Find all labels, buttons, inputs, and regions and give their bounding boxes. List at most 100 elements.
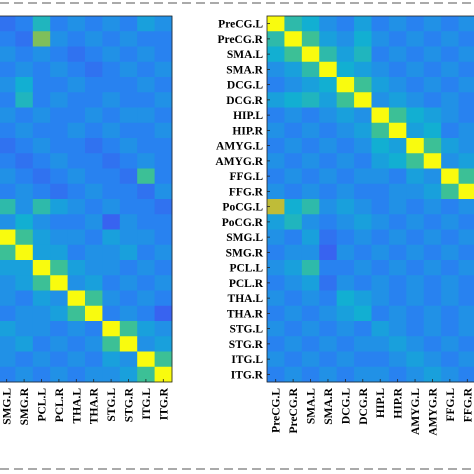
heatmap-cell: [423, 92, 442, 108]
heatmap-cell: [458, 321, 474, 337]
heatmap-cell: [354, 336, 372, 352]
heatmap-cell: [354, 31, 372, 47]
left-heatmap: SMG.L SMG.R PCL.L PCL.R THA.L THA.R STG.L STG.R…: [0, 15, 173, 425]
heatmap-cell: [85, 275, 103, 291]
heatmap-cell: [119, 16, 138, 32]
heatmap-cell: [423, 31, 442, 47]
heatmap-cell: [102, 31, 121, 47]
heatmap-cell: [336, 138, 355, 154]
heatmap-cell: [284, 153, 303, 169]
heatmap-cell: [319, 305, 338, 322]
row-label: HIP.L: [233, 110, 263, 122]
heatmap-cell: [267, 16, 285, 32]
heatmap-cell: [301, 214, 320, 230]
heatmap-cell: [301, 46, 320, 63]
row-label: THA.L: [228, 293, 264, 305]
heatmap-cell: [319, 138, 338, 154]
heatmap-cell: [458, 61, 474, 78]
heatmap-cell: [371, 16, 390, 32]
heatmap-cell: [388, 183, 407, 200]
heatmap-cell: [119, 92, 138, 108]
heatmap-cell: [301, 305, 320, 322]
heatmap-cell: [336, 183, 355, 200]
col-label: ITG.R: [158, 387, 170, 420]
heatmap-cell: [388, 336, 407, 352]
row-label: STG.R: [229, 339, 264, 351]
heatmap-cell: [67, 275, 86, 291]
heatmap-cell: [119, 122, 138, 139]
heatmap-cell: [102, 61, 121, 78]
heatmap-cell: [441, 138, 459, 154]
heatmap-cell: [319, 92, 338, 108]
heatmap-cell: [284, 290, 303, 307]
col-label: FFG.L: [445, 388, 457, 422]
heatmap-cell: [371, 275, 390, 291]
heatmap-cell: [336, 214, 355, 230]
heatmap-cell: [119, 107, 138, 124]
col-label: HIP.L: [375, 388, 387, 418]
heatmap-cell: [102, 46, 121, 63]
heatmap-cell: [423, 366, 442, 383]
heatmap-cell: [441, 229, 459, 246]
heatmap-cell: [336, 77, 355, 93]
heatmap-cell: [423, 336, 442, 352]
heatmap-cell: [154, 77, 173, 93]
heatmap-cell: [137, 244, 155, 261]
heatmap-cell: [301, 336, 320, 352]
heatmap-cell: [284, 138, 303, 154]
heatmap-cell: [354, 153, 372, 169]
heatmap-cell: [423, 153, 442, 169]
heatmap-cell: [441, 168, 459, 185]
heatmap-cell: [388, 199, 407, 215]
heatmap-cell: [50, 46, 68, 63]
heatmap-cell: [0, 275, 16, 291]
heatmap-cell: [50, 366, 68, 383]
heatmap-cell: [354, 351, 372, 368]
heatmap-cell: [67, 153, 86, 169]
heatmap-cell: [319, 366, 338, 383]
heatmap-cell: [388, 260, 407, 276]
heatmap-cell: [406, 214, 425, 230]
heatmap-cell: [32, 61, 51, 78]
heatmap-cell: [102, 366, 121, 383]
heatmap-cell: [119, 199, 138, 215]
heatmap-cell: [154, 92, 173, 108]
heatmap-cell: [267, 244, 285, 261]
heatmap-cell: [32, 260, 51, 276]
heatmap-cell: [85, 305, 103, 322]
heatmap-cell: [301, 122, 320, 139]
heatmap-cell: [137, 122, 155, 139]
heatmap-cell: [0, 183, 16, 200]
heatmap-cell: [137, 260, 155, 276]
col-label: STG.R: [124, 387, 136, 422]
heatmap-cell: [301, 366, 320, 383]
heatmap-cell: [301, 107, 320, 124]
heatmap-cell: [85, 214, 103, 230]
heatmap-cell: [119, 244, 138, 261]
heatmap-cell: [301, 290, 320, 307]
heatmap-cell: [0, 92, 16, 108]
heatmap-cell: [406, 366, 425, 383]
heatmap-cell: [32, 107, 51, 124]
heatmap-cell: [423, 351, 442, 368]
heatmap-cell: [154, 229, 173, 246]
heatmap-cell: [102, 229, 121, 246]
heatmap-cell: [371, 168, 390, 185]
heatmap-cell: [336, 275, 355, 291]
heatmap-cell: [354, 290, 372, 307]
heatmap-cell: [119, 305, 138, 322]
heatmap-cell: [284, 305, 303, 322]
heatmap-cell: [354, 77, 372, 93]
row-label: FFG.R: [229, 186, 264, 198]
heatmap-cell: [441, 153, 459, 169]
heatmap-cell: [154, 275, 173, 291]
heatmap-cell: [284, 351, 303, 368]
heatmap-cell: [67, 244, 86, 261]
heatmap-cell: [388, 61, 407, 78]
heatmap-cell: [50, 336, 68, 352]
heatmap-cell: [458, 244, 474, 261]
heatmap-cell: [267, 199, 285, 215]
heatmap-cell: [284, 46, 303, 63]
heatmap-cell: [0, 46, 16, 63]
heatmap-cell: [32, 31, 51, 47]
